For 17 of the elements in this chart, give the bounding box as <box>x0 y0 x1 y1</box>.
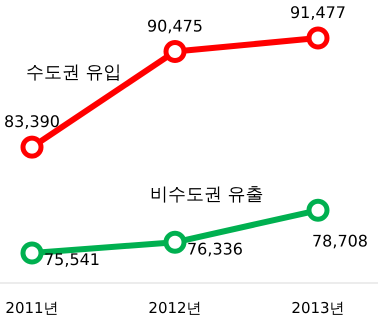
point <box>306 198 330 222</box>
point <box>164 40 186 64</box>
data-label: 91,477 <box>290 3 346 22</box>
series-label: 비수도권 유출 <box>150 184 264 205</box>
x-tick-label: 2012년 <box>148 299 202 317</box>
data-label: 78,708 <box>312 231 368 250</box>
point <box>306 26 330 50</box>
point <box>20 136 44 159</box>
data-label: 75,541 <box>44 250 100 269</box>
x-tick-label: 2013년 <box>291 299 345 317</box>
point <box>164 230 186 254</box>
data-label: 76,336 <box>187 239 243 258</box>
series-label: 수도권 유입 <box>26 62 122 83</box>
data-label: 83,390 <box>4 112 60 132</box>
point <box>20 242 44 264</box>
data-label: 90,475 <box>147 16 203 36</box>
x-tick-label: 2011년 <box>5 299 59 317</box>
